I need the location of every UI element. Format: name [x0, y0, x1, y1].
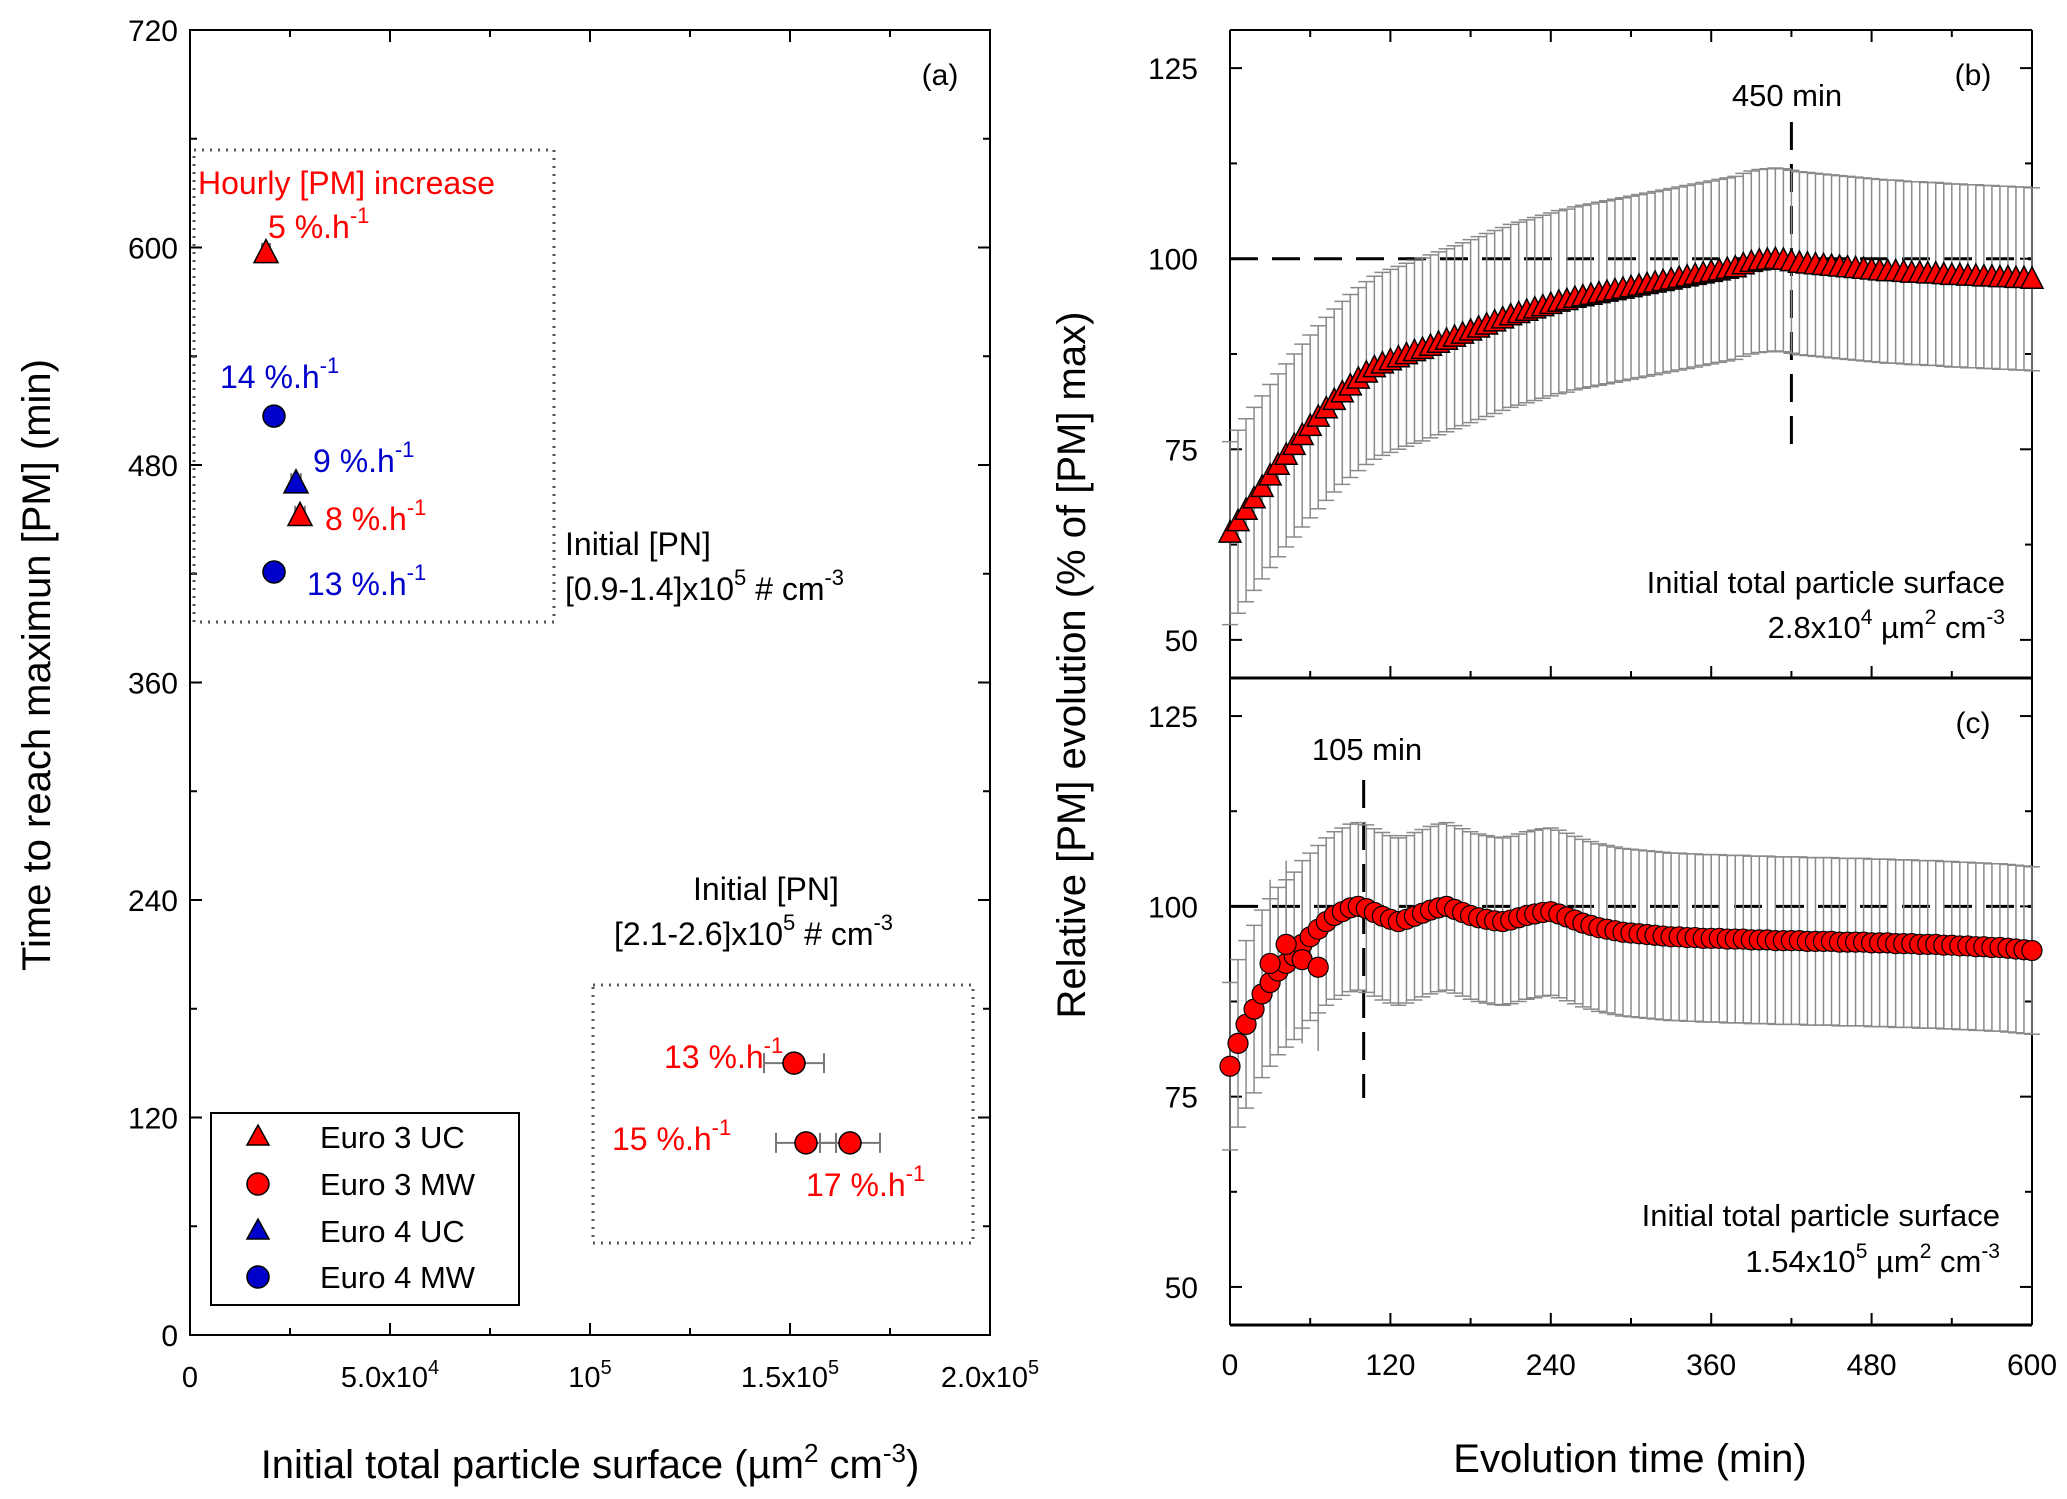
rate-label-euro4mw-13: 13 %.h-1 — [307, 560, 426, 602]
y-tick-label: 125 — [1148, 53, 1198, 86]
data-point-triangle — [1225, 507, 1251, 532]
legend-marker-euro4mw — [246, 1265, 270, 1289]
y-tick-label: 0 — [161, 1320, 178, 1353]
x-tick-label: 5.0x104 — [341, 1357, 439, 1394]
data-point-circle — [2021, 939, 2043, 962]
panel-b-surface-line2: 2.8x104 µm2 cm-3 — [1768, 606, 2005, 645]
panel-a-points — [252, 237, 881, 1155]
data-point-circle — [1307, 956, 1329, 978]
rate-label-euro3mw-13: 13 %.h-1 — [664, 1033, 783, 1075]
legend-marker-euro3uc — [245, 1123, 271, 1146]
y-tick-label: 480 — [128, 450, 178, 483]
x-tick-label: 360 — [1686, 1349, 1736, 1382]
panel-bc-y-axis-label: Relative [PM] evolution (% of [PM] max) — [1050, 312, 1094, 1019]
legend-label-euro4uc: Euro 4 UC — [320, 1214, 465, 1249]
x-tick-label: 2.0x105 — [941, 1357, 1039, 1394]
data-point-triangle — [282, 468, 310, 494]
y-tick-label: 75 — [1165, 434, 1198, 467]
panel-c-x-axis-label: Evolution time (min) — [1453, 1437, 1806, 1481]
legend: Euro 3 UC Euro 3 MW Euro 4 UC Euro 4 MW — [210, 1112, 520, 1306]
panel-c-surface-line2: 1.54x105 µm2 cm-3 — [1745, 1240, 2000, 1279]
x-tick-label: 120 — [1365, 1349, 1415, 1382]
legend-label-euro3uc: Euro 3 UC — [320, 1120, 465, 1155]
rate-label-euro4mw-14: 14 %.h-1 — [220, 353, 339, 395]
data-point-circle — [838, 1131, 862, 1155]
data-point-circle — [1227, 1032, 1249, 1054]
y-tick-label: 600 — [128, 233, 178, 266]
data-point-triangle — [1233, 496, 1259, 520]
panel-a-ticks: 0 120 240 360 480 600 720 0 5.0x104 105 1.5x105 2.0… — [128, 15, 1039, 1394]
data-point-circle — [262, 404, 286, 428]
panel-b-marker-label: 450 min — [1732, 78, 1842, 113]
legend-marker-euro4uc — [245, 1217, 271, 1240]
panel-b-surface-line1: Initial total particle surface — [1647, 565, 2005, 600]
x-tick-label: 240 — [1526, 1349, 1576, 1382]
x-tick-label: 105 — [568, 1357, 611, 1394]
x-tick-label: 600 — [2007, 1349, 2057, 1382]
panel-b-points — [1217, 245, 2045, 543]
data-point-triangle — [1249, 473, 1275, 498]
legend-label-euro4mw: Euro 4 MW — [320, 1260, 476, 1295]
y-tick-label: 50 — [1165, 625, 1198, 658]
legend-label-euro3mw: Euro 3 MW — [320, 1167, 476, 1202]
data-point-triangle — [1217, 519, 1243, 543]
panel-a-x-axis-label: Initial total particle surface (µm2 cm-3… — [261, 1438, 920, 1487]
data-point-triangle — [2019, 265, 2045, 289]
y-tick-label: 125 — [1148, 701, 1198, 734]
x-tick-label: 1.5x105 — [741, 1357, 839, 1394]
panel-a-chart: 0 120 240 360 480 600 720 0 5.0x104 105 1.5x105 2.0… — [15, 15, 1039, 1487]
data-point-circle — [782, 1051, 806, 1075]
y-tick-label: 720 — [128, 15, 178, 48]
x-tick-label: 0 — [1222, 1349, 1239, 1382]
legend-marker-euro3mw — [246, 1172, 270, 1196]
panel-a-y-axis-label: Time to reach maximun [PM] (min) — [15, 359, 59, 971]
data-point-circle — [262, 560, 286, 584]
x-tick-label: 480 — [1847, 1349, 1897, 1382]
panel-b-label: (b) — [1955, 59, 1992, 92]
panel-c-label: (c) — [1956, 707, 1991, 740]
rate-label-euro3mw-17: 17 %.h-1 — [806, 1161, 925, 1203]
rate-label-euro3uc-5: 5 %.h-1 — [268, 203, 369, 245]
pn-high-line1: Initial [PN] — [693, 871, 839, 907]
rate-label-euro3uc-8: 8 %.h-1 — [325, 495, 426, 537]
panel-b-chart: 50 75 100 125 (b) 450 min Initial total par… — [1148, 29, 2045, 680]
panel-c-ticks: 50 75 100 125 0 120 240 360 480 600 — [1148, 701, 2057, 1382]
x-tick-label: 0 — [182, 1362, 198, 1394]
rate-label-euro3mw-15: 15 %.h-1 — [612, 1115, 731, 1157]
y-tick-label: 50 — [1165, 1272, 1198, 1305]
y-tick-label: 240 — [128, 885, 178, 918]
pn-low-line1: Initial [PN] — [565, 526, 711, 562]
data-point-circle — [1219, 1055, 1241, 1077]
data-point-circle — [1275, 933, 1297, 956]
data-point-triangle — [286, 500, 314, 527]
data-point-circle — [1259, 952, 1281, 975]
panel-c-points — [1219, 895, 2043, 1077]
data-point-triangle — [252, 237, 280, 264]
data-point-triangle — [1241, 484, 1267, 509]
panel-c-chart: 50 75 100 125 0 120 240 360 480 600 (c) 105 min I… — [1148, 678, 2057, 1382]
panel-b-ticks: 50 75 100 125 — [1148, 30, 2033, 678]
panel-c-marker-label: 105 min — [1312, 732, 1422, 767]
y-tick-label: 100 — [1148, 244, 1198, 277]
pn-high-line2: [2.1-2.6]x105 # cm-3 — [614, 910, 893, 952]
y-tick-label: 360 — [128, 668, 178, 701]
y-tick-label: 75 — [1165, 1082, 1198, 1115]
y-tick-label: 100 — [1148, 891, 1198, 924]
panel-c-surface-line1: Initial total particle surface — [1642, 1198, 2000, 1233]
y-tick-label: 120 — [128, 1103, 178, 1136]
panel-a-label: (a) — [922, 59, 959, 92]
rate-label-euro4uc-9: 9 %.h-1 — [313, 437, 414, 479]
data-point-circle — [794, 1131, 818, 1155]
pn-low-line2: [0.9-1.4]x105 # cm-3 — [565, 565, 844, 607]
hourly-increase-title: Hourly [PM] increase — [198, 165, 495, 201]
